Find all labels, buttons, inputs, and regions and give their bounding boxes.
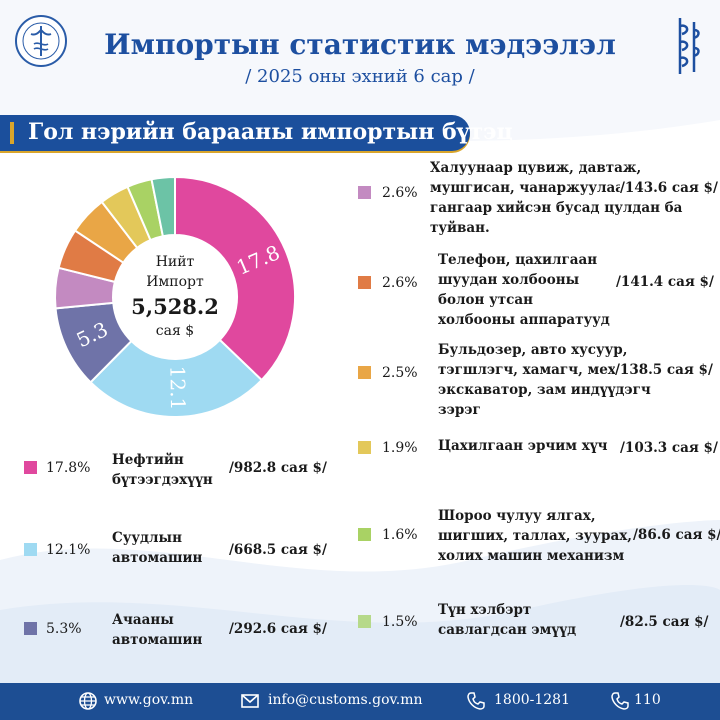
legend-name: Нефтийн бүтээгдэхүүн: [112, 452, 213, 488]
phone-icon: [467, 692, 485, 710]
legend-percent: 1.9%: [382, 440, 418, 456]
legend-value: /292.6 сая $/: [229, 621, 327, 637]
mail-icon: [241, 694, 259, 708]
section-banner: Гол нэрийн барааны импортын бүтэц: [0, 115, 513, 151]
legend-swatch: [358, 186, 371, 199]
phone-number-secondary[interactable]: 110: [634, 692, 661, 708]
legend-swatch: [24, 461, 37, 474]
legend-swatch: [358, 528, 371, 541]
legend-name: Цахилгаан эрчим хүч: [438, 438, 608, 454]
email-link[interactable]: info@customs.gov.mn: [268, 692, 423, 708]
center-line2: Импорт: [146, 274, 204, 290]
legend-percent: 12.1%: [46, 542, 91, 558]
website-link[interactable]: www.gov.mn: [104, 692, 194, 708]
legend-item-fuel: 17.8% Нефтийн бүтээгдэхүүн /982.8 сая $/: [24, 450, 327, 500]
legend-item-trucks: 5.3% Ачааны автомашин /292.6 сая $/: [24, 610, 327, 660]
legend-name: Ачааны автомашин: [112, 612, 203, 648]
legend-value: /982.8 сая $/: [229, 460, 327, 476]
customs-emblem-logo: [15, 15, 67, 67]
legend-swatch: [358, 366, 371, 379]
legend-value: /82.5 сая $/: [620, 614, 709, 630]
legend-item-cars: 12.1% Суудлын автомашин /668.5 сая $/: [24, 528, 327, 578]
legend-item-stone-machines: 1.6% Шороо чулуу ялгах, шигших, таллах, …: [358, 506, 720, 568]
legend-swatch: [24, 622, 37, 635]
legend-item-medicines: 1.5% Түн хэлбэрт савлагдсан эмүүд /82.5 …: [358, 600, 708, 644]
legend-value: /138.5 сая $/: [615, 360, 713, 380]
globe-icon: [79, 692, 97, 710]
legend-swatch: [358, 441, 371, 454]
legend-percent: 2.5%: [382, 365, 418, 381]
legend-name: Халуунаар цувиж, давтаж, мушгисан, чанар…: [430, 160, 683, 236]
legend-percent: 2.6%: [382, 185, 418, 201]
phone-icon: [611, 692, 629, 710]
donut-slice: [174, 175, 296, 382]
legend-name: Суудлын автомашин: [112, 530, 203, 566]
import-donut-chart: 17.812.15.3: [54, 175, 296, 418]
legend-value: /103.3 сая $/: [620, 440, 718, 456]
center-unit: сая $: [155, 323, 195, 339]
legend-value: /86.6 сая $/: [633, 527, 720, 543]
phone-number-primary[interactable]: 1800-1281: [494, 692, 570, 708]
donut-slice: [89, 338, 264, 418]
legend-swatch: [358, 276, 371, 289]
mongolian-script-mark: [678, 18, 700, 74]
legend-value: /143.6 сая $/: [620, 178, 718, 198]
legend-name: Түн хэлбэрт савлагдсан эмүүд: [438, 602, 577, 638]
page-subtitle: / 2025 оны эхний 6 сар /: [245, 66, 475, 87]
legend-percent: 1.6%: [382, 527, 418, 543]
legend-item-bulldozer: 2.5% Бульдозер, авто хусуур, тэгшлэгч, х…: [358, 340, 713, 418]
banner-accent-bar: [10, 122, 14, 144]
legend-name: Телефон, цахилгаан шуудан холбооны болон…: [438, 252, 610, 328]
donut-center-label: Нийт Импорт 5,528.2 сая $: [130, 252, 220, 340]
legend-percent: 17.8%: [46, 460, 91, 476]
legend-name: Бульдозер, авто хусуур, тэгшлэгч, хамагч…: [438, 342, 698, 418]
legend-percent: 1.5%: [382, 614, 418, 630]
contact-footer: www.gov.mn info@customs.gov.mn 1800-1281…: [0, 683, 720, 720]
legend-value: /141.4 сая $/: [616, 274, 714, 290]
legend-swatch: [358, 615, 371, 628]
section-title: Гол нэрийн барааны импортын бүтэц: [28, 119, 513, 145]
legend-value: /668.5 сая $/: [229, 542, 327, 558]
legend-name: Шороо чулуу ялгах, шигших, таллах, зуура…: [438, 508, 632, 564]
page-title: Импортын статистик мэдээлэл: [104, 28, 616, 61]
center-line1: Нийт: [155, 254, 195, 270]
legend-swatch: [24, 543, 37, 556]
legend-percent: 2.6%: [382, 275, 418, 291]
legend-item-telephone: 2.6% Телефон, цахилгаан шуудан холбооны …: [358, 250, 714, 328]
center-total: 5,528.2: [131, 294, 219, 319]
donut-slice: [150, 175, 176, 238]
legend-item-electricity: 1.9% Цахилгаан эрчим хүч /103.3 сая $/: [358, 436, 718, 460]
legend-item-steel: 2.6% Халуунаар цувиж, давтаж, мушгисан, …: [358, 158, 718, 236]
donut-slice-label: 12.1: [165, 366, 190, 411]
legend-percent: 5.3%: [46, 621, 82, 637]
